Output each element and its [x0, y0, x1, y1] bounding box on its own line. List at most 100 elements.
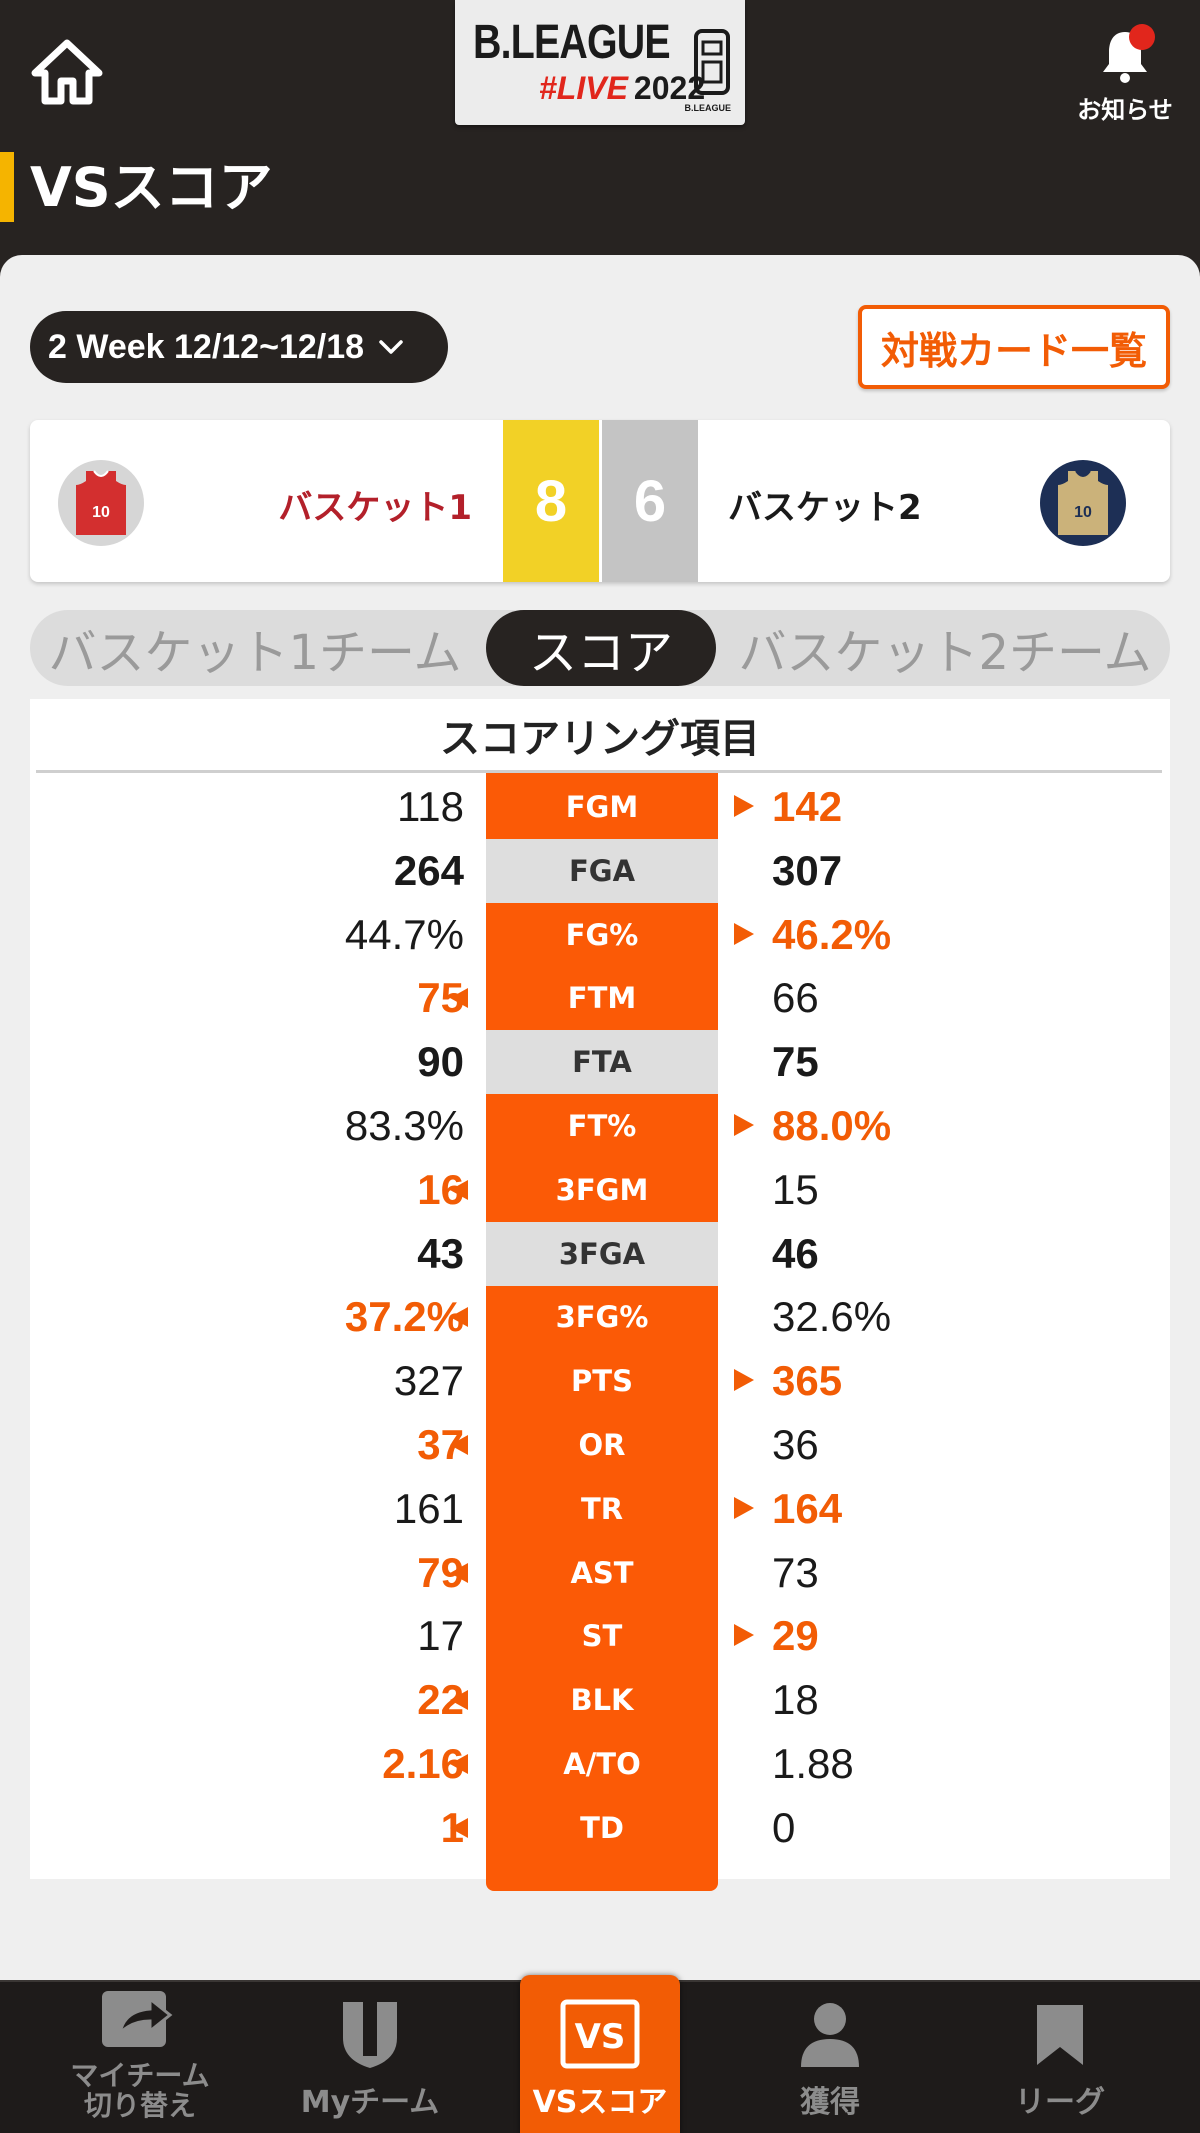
week-select[interactable]: 2 Week 12/12~12/18: [30, 311, 448, 383]
stat-row: 264 FGA 307: [30, 838, 1170, 903]
divider: [36, 770, 1162, 773]
tab-team2[interactable]: バスケット2チーム: [738, 625, 1152, 681]
stat-row: 44.7% FG% 46.2%: [30, 903, 1170, 967]
bookmark-icon: [1037, 2005, 1083, 2065]
stat-row: 16 3FGM 15: [30, 1158, 1170, 1222]
team1-stat-value: 17: [417, 1612, 464, 1660]
notify-label: お知らせ: [1077, 96, 1173, 124]
stat-label: PTS: [571, 1364, 633, 1399]
notification-badge: [1129, 24, 1155, 50]
nav-vs-score-label: VSスコア: [532, 2085, 668, 2120]
stat-label: 3FG%: [555, 1300, 649, 1335]
team1-score: 8: [503, 420, 599, 582]
right-winner-arrow-icon: [734, 1114, 754, 1136]
top-bar: B.LEAGUE #LIVE 2022 B.LEAGUE お知らせ: [0, 0, 1200, 150]
left-winner-arrow-icon: [450, 988, 468, 1009]
team2-stat-value: 46.2%: [772, 910, 892, 958]
stat-label: FTM: [567, 981, 637, 1016]
stat-row: 83.3% FT% 88.0%: [30, 1094, 1170, 1158]
logo-live: #LIVE: [539, 70, 628, 106]
stat-label: 3FGM: [555, 1172, 649, 1207]
stat-label: OR: [578, 1428, 626, 1462]
team2-stat-value: 142: [772, 783, 843, 830]
nav-league-label: リーグ: [1015, 2085, 1105, 2120]
title-bar: VSスコア: [0, 150, 1200, 260]
nav-vs-score[interactable]: VS VSスコア: [520, 1975, 680, 2133]
team2-stat-value: 88.0%: [772, 1102, 892, 1149]
stat-label: TR: [580, 1491, 624, 1526]
team2-score: 6: [602, 420, 698, 582]
nav-my-team-label: Myチーム: [300, 2085, 440, 2120]
team1-stat-value: 90: [417, 1038, 464, 1086]
stat-row: 75 FTM 66: [30, 966, 1170, 1030]
left-winner-arrow-icon: [450, 1179, 468, 1200]
bottom-nav: マイチーム 切り替え Myチーム VS VSスコア 獲得: [0, 1975, 1200, 2133]
team2-stat-value: 0: [772, 1803, 796, 1851]
stat-label: FG%: [565, 917, 639, 952]
team2-stat-value: 73: [772, 1548, 819, 1596]
stat-label: FGA: [486, 838, 718, 903]
stat-row: 1 TD 0: [30, 1796, 1170, 1860]
logo-small-text: B.LEAGUE: [684, 103, 731, 113]
vs-icon: VS: [560, 1999, 640, 2069]
stat-row: 22 BLK 18: [30, 1668, 1170, 1732]
page-title: VSスコア: [30, 156, 273, 219]
stat-row: 43 3FGA 46: [30, 1221, 1170, 1286]
team2-stat-value: 66: [772, 974, 819, 1022]
svg-text:10: 10: [1074, 504, 1092, 521]
team1-stat-value: 83.3%: [344, 1102, 464, 1149]
nav-switch-team-label: マイチーム 切り替え: [70, 2059, 210, 2122]
right-winner-arrow-icon: [734, 922, 754, 945]
left-winner-arrow-icon: [450, 1817, 468, 1838]
team1-avatar: 10: [58, 460, 144, 546]
view-tabs: バスケット1チーム スコア バスケット2チーム: [30, 610, 1170, 686]
left-winner-arrow-icon: [450, 1562, 468, 1583]
team2-stat-value: 75: [772, 1038, 819, 1086]
chevron-down-icon: [379, 340, 403, 354]
team2-stat-value: 18: [772, 1676, 819, 1724]
team2-stat-value: 15: [772, 1165, 819, 1213]
main-panel: 2 Week 12/12~12/18 対戦カード一覧 10 バスケット1 8 6…: [0, 255, 1200, 1985]
team1-stat-value: 327: [393, 1357, 464, 1405]
title-accent: [0, 152, 14, 222]
match-cards-list-button[interactable]: 対戦カード一覧: [858, 305, 1170, 389]
team1-name: バスケット1: [278, 488, 472, 528]
bleague-logo: B.LEAGUE #LIVE 2022 B.LEAGUE: [455, 0, 745, 125]
nav-acquire[interactable]: 獲得: [730, 1982, 930, 2133]
stat-label: 3FGA: [486, 1221, 718, 1286]
right-winner-arrow-icon: [734, 1496, 754, 1519]
right-winner-arrow-icon: [734, 795, 754, 817]
stat-label: FTA: [486, 1030, 718, 1095]
stats-title: スコアリング項目: [440, 716, 760, 762]
logo-title: B.LEAGUE: [473, 16, 671, 69]
nav-acquire-label: 獲得: [800, 2085, 860, 2120]
stat-row: 37.2% 3FG% 32.6%: [30, 1285, 1170, 1349]
bleague-mark-icon: [694, 29, 730, 95]
stat-label-column: [486, 773, 718, 1891]
team2-stat-value: 32.6%: [772, 1293, 892, 1341]
nav-switch-team[interactable]: マイチーム 切り替え: [40, 1982, 240, 2133]
left-winner-arrow-icon: [450, 1307, 468, 1328]
team2-stat-value: 365: [772, 1357, 843, 1405]
team1-stat-value: 44.7%: [344, 910, 464, 958]
tab-team1[interactable]: バスケット1チーム: [48, 625, 462, 681]
week-select-label: 2 Week 12/12~12/18: [48, 327, 365, 366]
team2-stat-value: 36: [772, 1421, 819, 1468]
stat-row: 2.16 A/TO 1.88: [30, 1732, 1170, 1796]
stat-row: 90 FTA 75: [30, 1030, 1170, 1095]
match-card[interactable]: 10 バスケット1 8 6 バスケット2 10: [30, 420, 1170, 582]
logo-subtitle: #LIVE 2022: [539, 70, 705, 107]
stat-label: AST: [570, 1555, 634, 1590]
home-button[interactable]: [24, 32, 110, 112]
notifications-button[interactable]: お知らせ: [1070, 24, 1180, 126]
team1-stat-value: 37.2%: [344, 1293, 464, 1341]
right-winner-arrow-icon: [734, 1369, 754, 1392]
team2-stat-value: 164: [772, 1484, 843, 1532]
team2-stat-value: 29: [772, 1612, 819, 1660]
nav-league[interactable]: リーグ: [960, 1982, 1160, 2133]
shield-icon: [343, 2002, 397, 2068]
tab-score[interactable]: スコア: [486, 610, 716, 686]
nav-my-team[interactable]: Myチーム: [270, 1982, 470, 2133]
stat-label: ST: [581, 1619, 623, 1654]
team1-stat-value: 264: [393, 846, 464, 894]
